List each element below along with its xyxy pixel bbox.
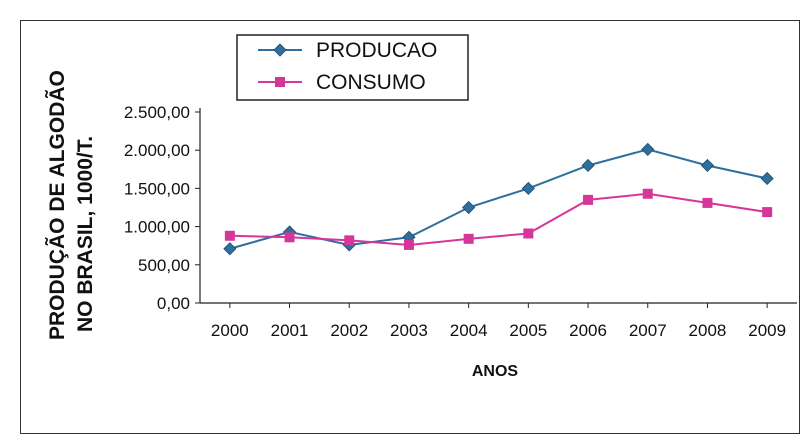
legend: PRODUCAO CONSUMO <box>236 34 469 101</box>
data-point-producao <box>700 158 715 173</box>
chart-frame <box>20 20 800 434</box>
data-point-consumo <box>403 239 414 250</box>
data-point-producao <box>223 242 237 256</box>
data-point-consumo <box>284 232 295 243</box>
y-tick-label: 1.000,00 <box>124 218 190 237</box>
axes <box>199 108 797 304</box>
data-point-producao <box>521 181 535 195</box>
y-tick-label: 2.000,00 <box>124 141 190 160</box>
x-tick-label: 2007 <box>629 321 667 340</box>
legend-label-producao: PRODUCAO <box>316 39 437 62</box>
x-tick-label: 2001 <box>271 321 309 340</box>
x-tick-label: 2006 <box>569 321 607 340</box>
legend-marker-shape <box>273 43 287 57</box>
x-axis-title: ANOS <box>472 363 519 380</box>
legend-marker-consumo <box>275 77 285 87</box>
y-tick-label: 1.500,00 <box>124 179 190 198</box>
data-point-producao <box>760 171 774 186</box>
x-tick-label: 2002 <box>330 321 368 340</box>
y-axis-title: PRODUÇÃO DE ALGODÃO NO BRASIL, 1000/T. <box>46 70 97 340</box>
data-point-producao <box>581 158 595 173</box>
x-axis-ticks: 2000 2001 2002 2003 2004 2005 2006 2007 2008 2009 <box>211 303 786 340</box>
y-tick-label: 0,00 <box>157 294 190 313</box>
data-point-producao <box>462 200 476 215</box>
legend-marker-shape <box>275 77 285 87</box>
x-tick-label: 2003 <box>390 321 428 340</box>
y-axis-title-line-1: PRODUÇÃO DE ALGODÃO <box>46 70 69 340</box>
data-point-consumo <box>224 230 235 241</box>
legend-box <box>236 34 469 101</box>
data-point-consumo <box>523 228 534 239</box>
x-tick-label: 2000 <box>211 321 249 340</box>
data-point-consumo <box>583 194 594 205</box>
data-point-consumo <box>344 235 355 246</box>
data-point-consumo <box>463 233 474 244</box>
y-tick-label: 500,00 <box>138 256 190 275</box>
x-tick-label: 2005 <box>509 321 547 340</box>
data-point-consumo <box>642 188 653 199</box>
y-axis-ticks: 0,00 500,00 1.000,00 1.500,00 2.000,00 2.500,… <box>124 103 200 313</box>
series-line-consumo <box>229 192 768 246</box>
series-consumo <box>224 188 773 250</box>
x-tick-label: 2009 <box>748 321 786 340</box>
legend-marker-producao <box>273 43 287 57</box>
series-group <box>223 142 774 256</box>
data-point-consumo <box>702 197 713 208</box>
x-tick-label: 2004 <box>450 321 488 340</box>
y-tick-label: 2.500,00 <box>124 103 190 122</box>
data-point-consumo <box>762 207 773 218</box>
data-point-producao <box>641 142 655 157</box>
y-axis-title-line-2: NO BRASIL, 1000/T. <box>74 136 97 332</box>
legend-label-consumo: CONSUMO <box>316 71 426 94</box>
x-tick-label: 2008 <box>689 321 727 340</box>
